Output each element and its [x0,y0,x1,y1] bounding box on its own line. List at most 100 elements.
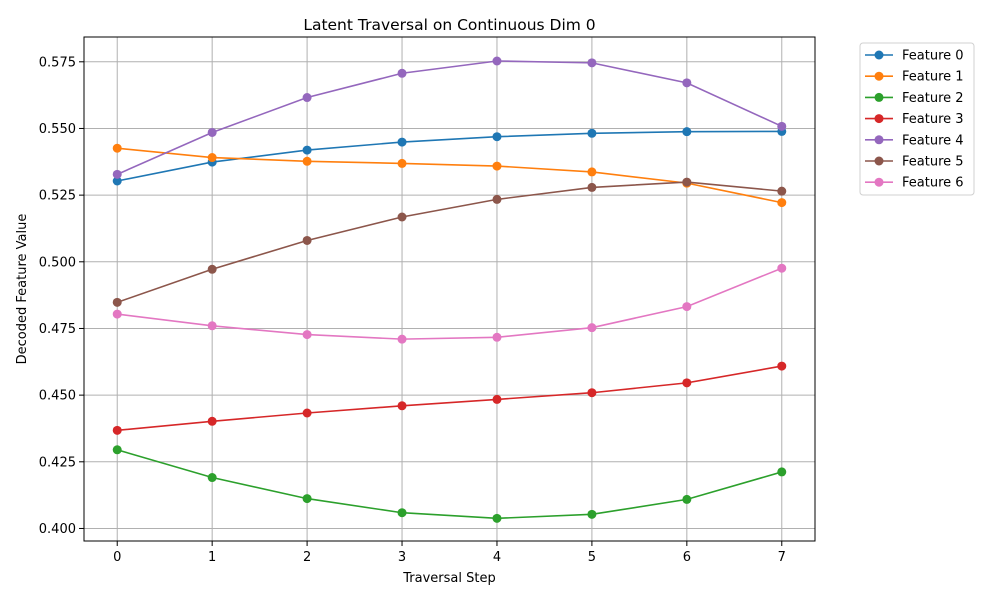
data-point [207,416,217,426]
plot-frame [83,36,816,542]
x-tick-label: 5 [588,550,596,565]
legend-label: Feature 4 [902,133,964,148]
legend-item: Feature 5 [865,155,964,170]
series-2 [112,445,787,523]
series-line [117,147,782,204]
legend-marker [874,135,884,145]
data-point [302,145,312,155]
data-point [397,68,407,78]
data-point [492,56,502,66]
series-line [117,365,782,432]
series-1 [112,143,787,208]
data-point [492,332,502,342]
data-point [112,297,122,307]
data-point [587,167,597,177]
y-tick-label: 0.450 [39,389,76,404]
data-point [492,132,502,142]
data-point [492,194,502,204]
legend-marker [874,92,884,102]
data-point [777,198,787,208]
legend-box [859,42,975,196]
series-line [116,181,782,304]
legend: Feature 0 Feature 1 Feature 2 Feature 3 Feat… [859,42,975,196]
data-point [777,186,787,196]
legend-marker [874,114,884,124]
series-5 [112,177,787,307]
y-tick-label: 0.425 [39,455,76,470]
y-tick-label: 0.550 [39,122,76,137]
x-tick-label: 6 [683,550,691,565]
series-6 [112,263,787,344]
legend-label: Feature 1 [902,70,964,85]
data-point [587,509,597,519]
series-line [117,449,782,520]
data-point [112,169,122,179]
legend-item: Feature 1 [865,70,964,85]
data-point [587,388,597,398]
data-point [302,156,312,166]
x-tick-label: 4 [493,550,501,565]
data-point [207,321,217,331]
series-4 [112,56,787,179]
data-point [587,323,597,333]
y-tick-label: 0.400 [39,522,76,537]
data-point [682,78,692,88]
data-point [682,127,692,137]
legend-marker [874,177,884,187]
data-point [682,302,692,312]
series-line [117,267,783,340]
data-point [302,93,312,103]
data-point [492,161,502,171]
data-point [777,467,787,477]
data-point [112,143,122,153]
legend-label: Feature 0 [902,49,964,64]
series-0 [112,126,787,186]
data-point [112,309,122,319]
data-point [397,158,407,168]
legend-label: Feature 6 [902,176,964,191]
legend-item: Feature 4 [865,133,964,148]
data-point [207,264,217,274]
data-point [302,408,312,418]
x-axis-label: Traversal Step [402,571,495,586]
data-point [492,513,502,523]
axis-ticks: 0 1 2 3 4 5 6 7 0.400 0.425 0.450 0.475 0.500 0.525 0.… [39,55,786,565]
x-tick-label: 0 [113,550,121,565]
data-point [302,330,312,340]
data-point [397,508,407,518]
x-tick-label: 7 [778,550,786,565]
x-tick-label: 3 [398,550,406,565]
data-point [777,263,787,273]
data-point [207,127,217,137]
legend-marker [874,50,884,60]
x-tick-label: 1 [208,550,216,565]
legend-item: Feature 0 [865,49,964,64]
chart-title: Latent Traversal on Continuous Dim 0 [303,16,595,34]
y-tick-label: 0.500 [39,255,76,270]
legend-item: Feature 2 [865,91,964,106]
data-point [492,394,502,404]
data-point [112,176,122,186]
data-point [397,334,407,344]
grid-lines [84,37,815,541]
data-point [112,425,122,435]
data-point [302,235,312,245]
legend-marker [874,156,884,166]
y-tick-label: 0.575 [39,55,76,70]
series-3 [112,361,787,435]
legend-label: Feature 3 [902,112,964,127]
y-tick-label: 0.475 [39,322,76,337]
legend-item: Feature 3 [865,112,964,127]
data-point [207,473,217,483]
x-tick-label: 2 [303,550,311,565]
data-point [587,182,597,192]
data-point [587,58,597,68]
legend-marker [874,71,884,81]
legend-label: Feature 5 [902,155,964,170]
data-point [682,494,692,504]
data-point [397,137,407,147]
data-point [207,153,217,163]
data-point [397,401,407,411]
